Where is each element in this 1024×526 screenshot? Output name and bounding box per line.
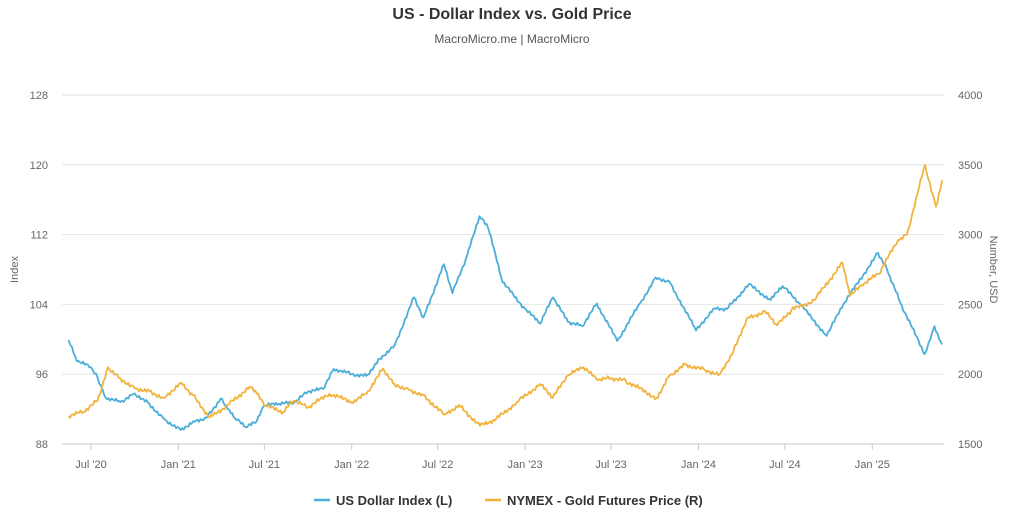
- left-tick-label: 88: [36, 439, 48, 451]
- chart-title: US - Dollar Index vs. Gold Price: [392, 6, 632, 23]
- right-tick-label: 4000: [958, 90, 982, 102]
- right-tick-label: 3000: [958, 230, 982, 242]
- left-tick-label: 104: [30, 299, 48, 311]
- x-tick-label: Jul '23: [595, 459, 626, 471]
- x-tick-label: Jan '24: [681, 459, 716, 471]
- series-line-1: [67, 163, 943, 427]
- x-tick-label: Jul '22: [422, 459, 453, 471]
- legend-label-1: NYMEX - Gold Futures Price (R): [507, 493, 703, 508]
- series-line-0: [67, 215, 943, 431]
- right-tick-label: 3500: [958, 160, 982, 172]
- left-tick-label: 96: [36, 369, 48, 381]
- x-tick-label: Jan '23: [508, 459, 543, 471]
- left-axis-title: Index: [9, 256, 21, 283]
- x-tick-label: Jan '22: [334, 459, 369, 471]
- legend-label-0: US Dollar Index (L): [336, 493, 452, 508]
- chart-subtitle: MacroMicro.me | MacroMicro: [434, 32, 590, 46]
- x-tick-label: Jul '24: [769, 459, 800, 471]
- right-tick-label: 2500: [958, 299, 982, 311]
- x-tick-label: Jan '21: [161, 459, 196, 471]
- right-tick-label: 2000: [958, 369, 982, 381]
- x-tick-label: Jul '20: [75, 459, 106, 471]
- x-tick-label: Jan '25: [855, 459, 890, 471]
- left-tick-label: 112: [30, 230, 48, 242]
- left-tick-label: 120: [30, 160, 48, 172]
- left-tick-label: 128: [30, 90, 48, 102]
- x-tick-label: Jul '21: [249, 459, 280, 471]
- right-tick-label: 1500: [958, 439, 982, 451]
- right-axis-title: Number, USD: [987, 236, 999, 304]
